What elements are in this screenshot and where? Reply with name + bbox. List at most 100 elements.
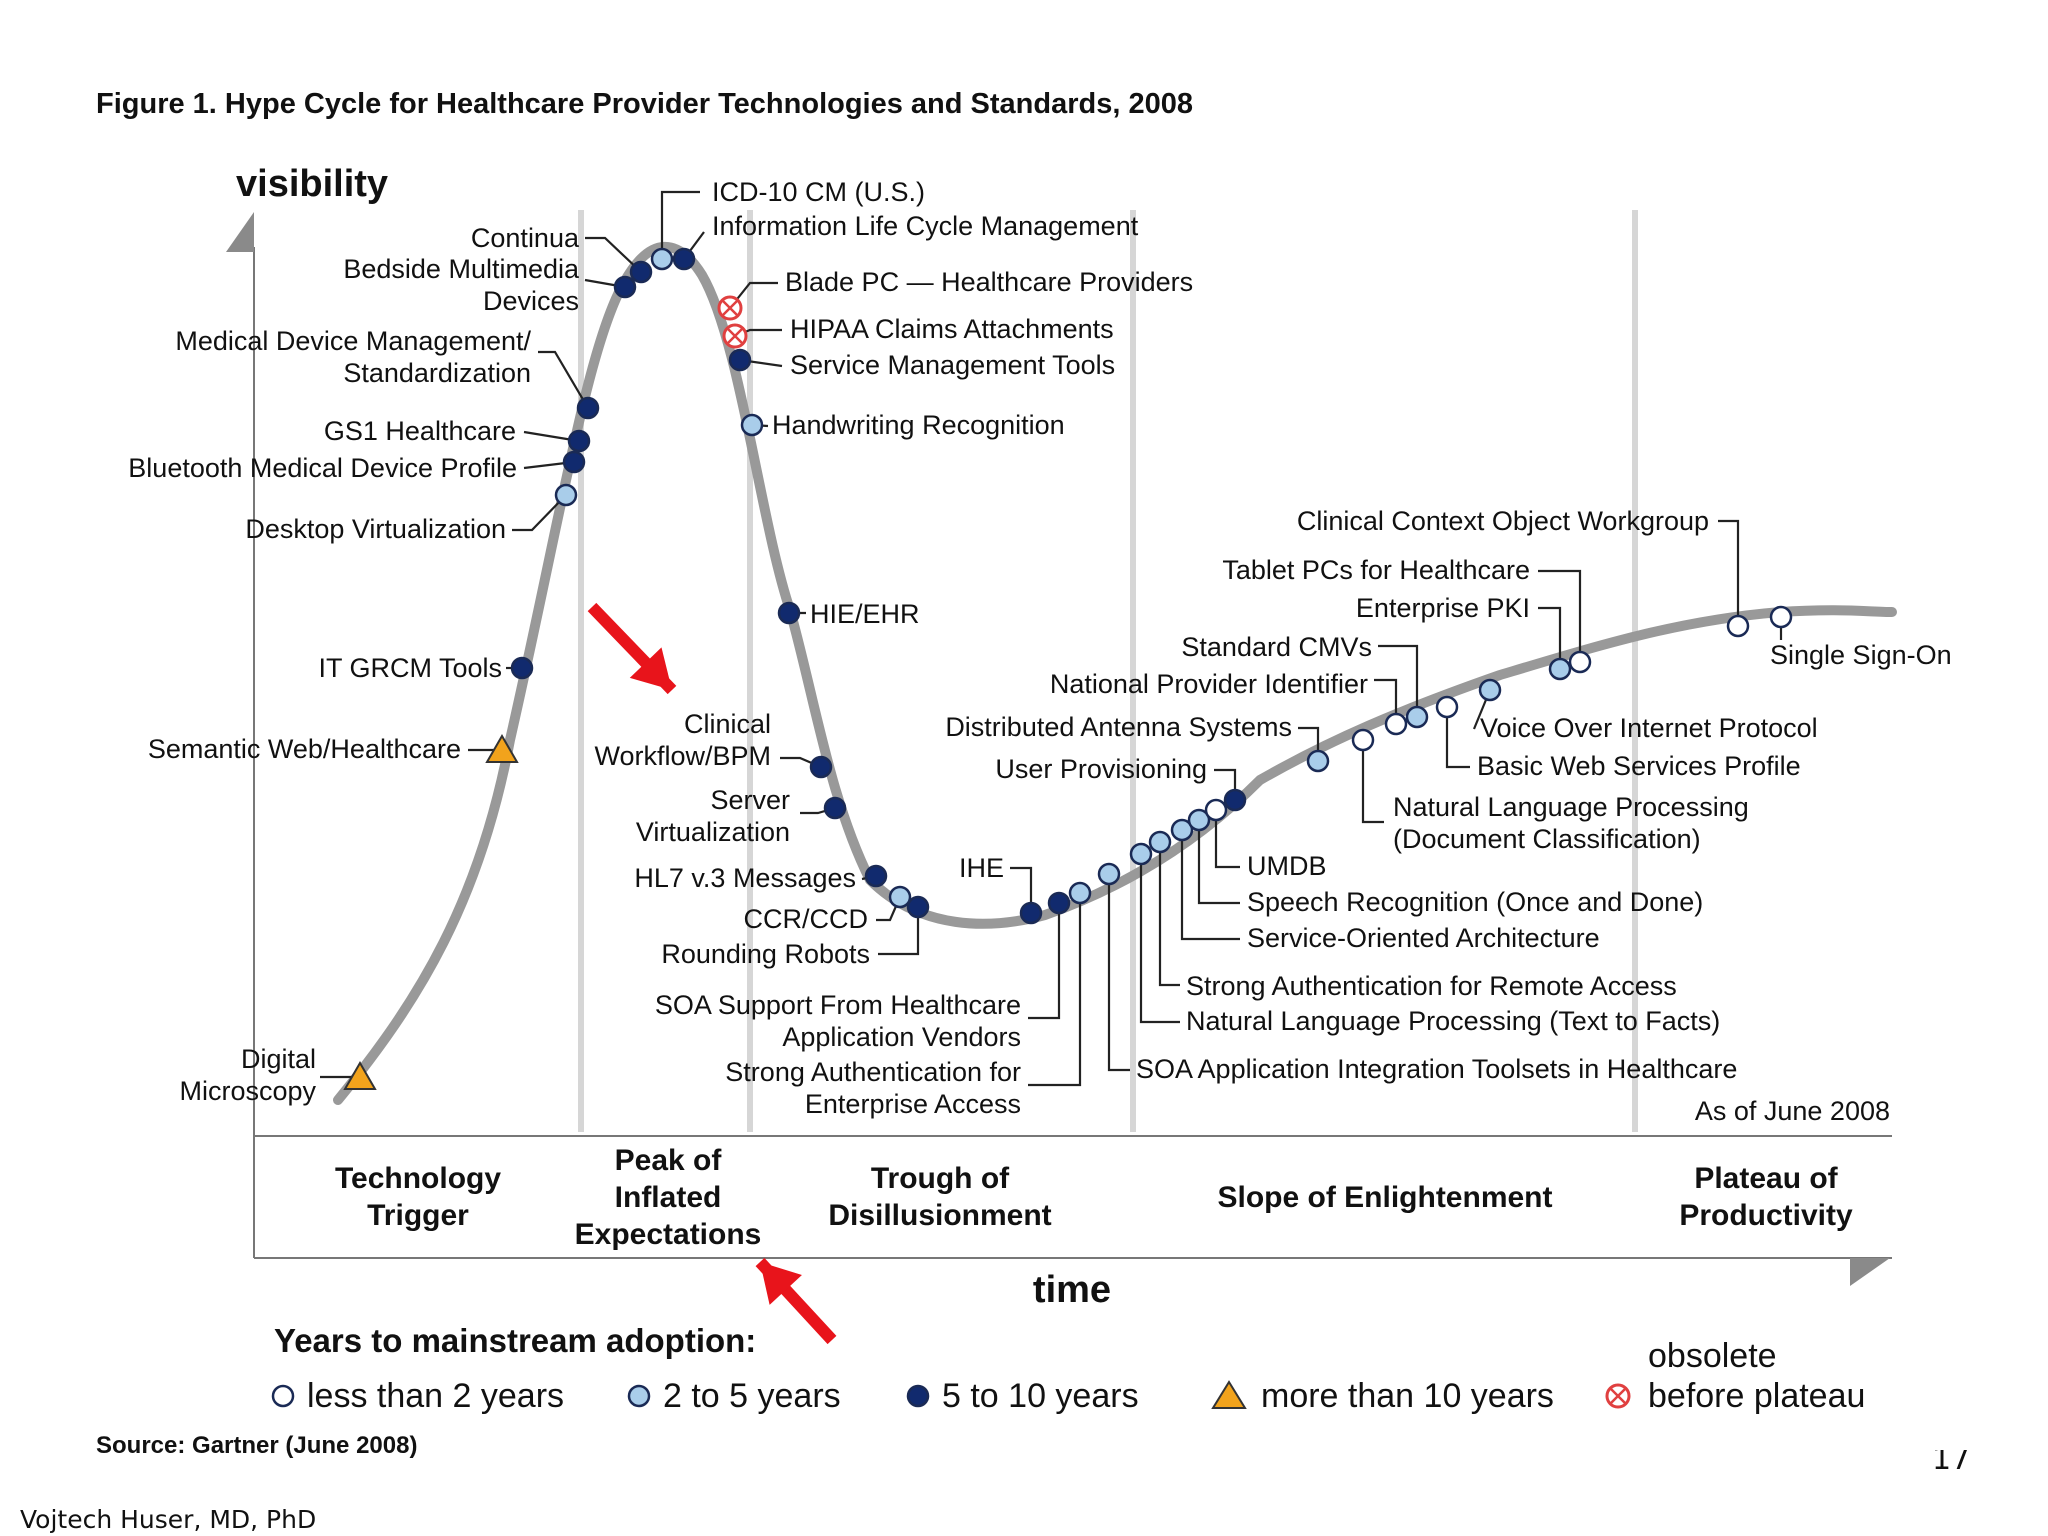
label-basic-web-services-profile: Basic Web Services Profile — [1477, 751, 1801, 781]
label-digital-microscopy-line-1: Digital — [241, 1044, 316, 1074]
label-desktop-virtualization: Desktop Virtualization — [245, 514, 506, 544]
leader-continua — [585, 236, 642, 273]
marker-information-life-cycle-management — [672, 247, 696, 271]
leader-service-oriented-architecture — [1180, 830, 1240, 941]
marker-national-provider-identifier — [1384, 712, 1408, 736]
leader-natural-language-processing-text-to-facts — [1139, 854, 1180, 1024]
marker-user-provisioning — [1223, 788, 1247, 812]
marker-speech-recognition-once-and-done — [1187, 808, 1211, 832]
label-umdb: UMDB — [1247, 851, 1327, 881]
as-of-date: As of June 2008 — [1695, 1096, 1890, 1126]
marker-single-sign-on — [1769, 605, 1793, 629]
leader-soa-application-integration-toolsets-in-healthcare — [1107, 874, 1130, 1072]
legend-more-than-10-years-text: more than 10 years — [1261, 1377, 1554, 1415]
marker-clinical-context-object-workgroup — [1726, 614, 1750, 638]
marker-tablet-pcs-for-healthcare — [1568, 650, 1592, 674]
label-hie-ehr: HIE/EHR — [810, 599, 920, 629]
label-medical-device-management-standardization-line-2: Standardization — [343, 358, 531, 388]
label-ccr-ccd: CCR/CCD — [744, 904, 869, 934]
phase-label-peak-of-inflated-expectations-line-1: Peak of — [615, 1144, 723, 1177]
leader-tablet-pcs-for-healthcare — [1538, 569, 1582, 662]
label-blade-pc-healthcare-providers: Blade PC — Healthcare Providers — [785, 267, 1193, 297]
legend-title: Years to mainstream adoption: — [274, 1322, 756, 1359]
label-continua: Continua — [471, 223, 580, 253]
label-tablet-pcs-for-healthcare: Tablet PCs for Healthcare — [1222, 555, 1530, 585]
source-note: Source: Gartner (June 2008) — [96, 1432, 417, 1459]
leader-desktop-virtualization — [512, 494, 567, 532]
label-standard-cmvs: Standard CMVs — [1181, 632, 1372, 662]
marker-it-grcm-tools — [510, 656, 534, 680]
label-service-oriented-architecture: Service-Oriented Architecture — [1247, 923, 1600, 953]
label-handwriting-recognition: Handwriting Recognition — [772, 410, 1065, 440]
label-single-sign-on: Single Sign-On — [1770, 640, 1952, 670]
leader-basic-web-services-profile — [1445, 707, 1470, 769]
leader-umdb — [1214, 810, 1240, 869]
label-soa-support-from-healthcare-application-vendors-line-2: Application Vendors — [782, 1022, 1021, 1052]
label-strong-authentication-for-remote-access: Strong Authentication for Remote Access — [1186, 971, 1677, 1001]
label-bedside-multimedia-devices-line-1: Bedside Multimedia — [343, 254, 580, 284]
label-national-provider-identifier: National Provider Identifier — [1050, 669, 1368, 699]
label-enterprise-pki: Enterprise PKI — [1356, 593, 1530, 623]
legend-5-to-10-years-symbol — [906, 1384, 930, 1408]
marker-natural-language-processing-document-classification — [1351, 728, 1375, 752]
footer-author: Vojtech Huser, MD, PhD — [20, 1505, 317, 1534]
label-natural-language-processing-document-classification-line-2: (Document Classification) — [1393, 824, 1701, 854]
label-hipaa-claims-attachments: HIPAA Claims Attachments — [790, 314, 1114, 344]
label-speech-recognition-once-and-done: Speech Recognition (Once and Done) — [1247, 887, 1703, 917]
phase-label-trough-of-disillusionment-line-1: Trough of — [871, 1162, 1010, 1195]
marker-distributed-antenna-systems — [1306, 749, 1330, 773]
label-clinical-workflow-bpm-line-1: Clinical — [684, 709, 771, 739]
marker-service-oriented-architecture — [1170, 818, 1194, 842]
leader-icd-10-cm-u-s — [660, 190, 700, 259]
hype-curve — [333, 241, 1897, 1105]
legend-2-to-5-years-symbol — [627, 1384, 651, 1408]
chart-title: Figure 1. Hype Cycle for Healthcare Prov… — [96, 88, 1193, 120]
marker-continua — [629, 260, 653, 284]
label-gs1-healthcare: GS1 Healthcare — [324, 416, 516, 446]
marker-bedside-multimedia-devices — [613, 275, 637, 299]
label-server-virtualization-line-1: Server — [710, 785, 790, 815]
marker-standard-cmvs — [1405, 705, 1429, 729]
x-axis-arrow — [1850, 1258, 1890, 1286]
label-natural-language-processing-text-to-facts: Natural Language Processing (Text to Fac… — [1186, 1006, 1720, 1036]
leader-strong-authentication-for-remote-access — [1158, 842, 1180, 987]
leader-ihe — [1010, 866, 1033, 913]
legend-less-than-2-years — [271, 1384, 295, 1408]
marker-enterprise-pki — [1548, 657, 1572, 681]
marker-basic-web-services-profile — [1435, 695, 1459, 719]
label-bluetooth-medical-device-profile: Bluetooth Medical Device Profile — [128, 453, 517, 483]
leader-strong-authentication-for-enterprise-access — [1028, 893, 1082, 1087]
leader-enterprise-pki — [1538, 606, 1562, 669]
label-clinical-context-object-workgroup: Clinical Context Object Workgroup — [1297, 506, 1709, 536]
marker-blade-pc-healthcare-providers — [717, 295, 743, 321]
marker-natural-language-processing-text-to-facts — [1129, 842, 1153, 866]
marker-icd-10-cm-u-s — [650, 247, 674, 271]
leader-medical-device-management-standardization — [538, 350, 589, 409]
y-axis-arrow — [226, 212, 254, 252]
marker-service-management-tools — [728, 348, 752, 372]
label-strong-authentication-for-enterprise-access-line-1: Strong Authentication for — [725, 1057, 1021, 1087]
label-bedside-multimedia-devices-line-2: Devices — [483, 286, 579, 316]
marker-desktop-virtualization — [554, 483, 578, 507]
phase-label-peak-of-inflated-expectations-line-3: Expectations — [575, 1218, 762, 1251]
phase-label-plateau-of-productivity-line-1: Plateau of — [1694, 1162, 1838, 1195]
label-semantic-web-healthcare: Semantic Web/Healthcare — [148, 734, 461, 764]
marker-hipaa-claims-attachments — [722, 323, 748, 349]
legend-2-to-5-years — [627, 1384, 651, 1408]
label-service-management-tools: Service Management Tools — [790, 350, 1115, 380]
leader-speech-recognition-once-and-done — [1197, 820, 1240, 905]
marker-hl7-v-3-messages — [864, 864, 888, 888]
label-soa-support-from-healthcare-application-vendors-line-1: SOA Support From Healthcare — [655, 990, 1021, 1020]
label-soa-application-integration-toolsets-in-healthcare: SOA Application Integration Toolsets in … — [1136, 1054, 1737, 1084]
phase-label-trough-of-disillusionment-line-2: Disillusionment — [828, 1199, 1051, 1232]
legend-less-than-2-years-symbol — [271, 1384, 295, 1408]
leader-clinical-context-object-workgroup — [1718, 519, 1740, 626]
red-arrow-trough — [587, 602, 677, 695]
legend-less-than-2-years-text: less than 2 years — [307, 1377, 564, 1415]
label-rounding-robots: Rounding Robots — [661, 939, 870, 969]
phase-label-peak-of-inflated-expectations-line-2: Inflated — [615, 1181, 722, 1214]
legend-more-than-10-years-symbol — [1211, 1380, 1247, 1409]
label-ihe: IHE — [959, 853, 1004, 883]
y-axis-label: visibility — [236, 163, 388, 205]
